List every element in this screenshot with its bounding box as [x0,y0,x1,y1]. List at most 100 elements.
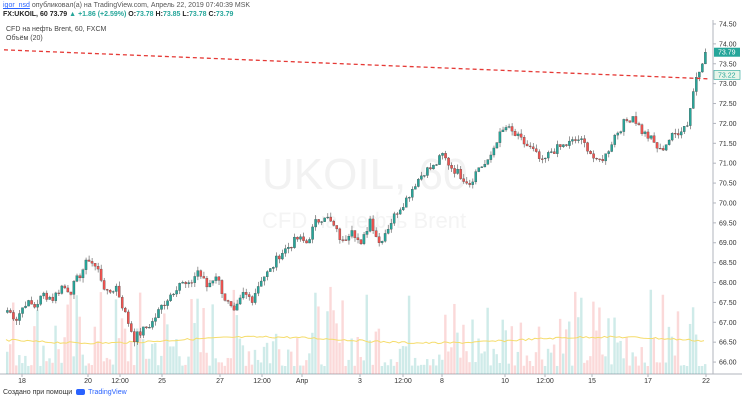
candle [589,151,592,154]
candle [299,236,302,240]
candle [344,239,348,241]
candle [640,124,644,134]
candle [259,280,263,287]
candle [389,223,393,230]
candle [553,151,556,154]
candle [365,231,369,235]
volume-bar [144,358,148,374]
volume-bar [21,363,24,374]
open-label: O: [128,11,137,18]
volume-bar [30,365,33,374]
volume-bar [202,308,205,374]
up-arrow-icon: ▲ [69,11,77,18]
volume-bar [546,348,550,374]
candle [323,217,326,222]
volume-bar [534,352,538,374]
volume-bar [667,326,671,374]
volume-bar [326,311,329,374]
volume-bar [190,299,193,374]
footer-brand[interactable]: TradingView [88,389,127,396]
volume-bar [628,365,631,374]
candle [75,275,79,282]
candle [332,220,335,226]
volume-bar [338,342,341,374]
publish-info: опубликовал(а) на TradingView.com, Апрел… [31,2,251,9]
volume-bar [253,349,257,374]
volume-bar [293,365,296,374]
volume-bar [516,351,520,374]
x-tick-label: 12:00 [536,378,554,385]
candle [550,151,553,153]
price-change: +1.86 (+2.59%) [78,11,127,18]
volume-bar [456,332,459,374]
volume-bar [99,292,103,374]
candle [664,144,668,151]
candle [371,218,375,231]
volume-bar [66,304,69,374]
candle [513,130,517,136]
volume-bar [81,354,84,374]
candle [311,226,314,240]
volume-ma-line [5,335,705,345]
volume-bar [389,359,393,374]
candle [595,158,598,160]
volume-bar [166,324,169,374]
volume-bar [555,365,559,374]
volume-bar [694,334,698,374]
low-value: 73.78 [189,11,207,18]
volume-bar [187,356,190,374]
volume-bar [18,355,21,374]
volume-bar [353,365,356,374]
volume-bar [365,294,368,374]
volume-bar [9,344,12,374]
volume-bar [120,318,124,374]
volume-bar [643,362,646,374]
volume-bar [154,343,157,374]
volume-bar [519,322,523,374]
volume-bar [111,364,115,374]
volume-bar [483,351,486,374]
volume-bar [341,300,344,374]
volume-bar [688,323,692,374]
candle [646,131,650,139]
candle [51,296,54,301]
candle [123,307,127,313]
volume-bar [501,319,504,374]
publisher-username[interactable]: igor_nsd [3,2,30,9]
candle [223,293,227,301]
candle [347,236,351,241]
candle [151,321,154,328]
chart-legend: CFD на нефть Brent, 60, FXCM Объём (20) [6,25,106,43]
candle [625,119,629,121]
candle [701,63,704,73]
volume-bar [640,347,643,374]
x-tick-label: 12:00 [111,378,129,385]
candle [48,296,51,300]
candle [695,77,698,92]
candle [90,261,94,264]
volume-bar [247,351,251,374]
volume-bar [407,295,411,374]
candle [692,91,695,109]
volume-bar [468,362,471,374]
candle [580,138,583,140]
volume-bar [302,365,305,374]
candle [329,216,332,222]
volume-bar [438,354,441,374]
candle [145,326,148,329]
volume-bar [232,289,236,374]
candle [217,276,221,281]
candle [465,181,468,184]
volume-bar [181,365,184,374]
candle [673,133,677,135]
volume-bar [238,338,242,374]
candle [395,213,399,215]
x-tick-label: 27 [216,378,224,385]
candle [36,304,39,308]
candle [111,291,115,293]
volume-bar [87,363,91,374]
volume-bar [580,297,583,374]
candle [504,127,508,131]
candle [704,52,707,65]
